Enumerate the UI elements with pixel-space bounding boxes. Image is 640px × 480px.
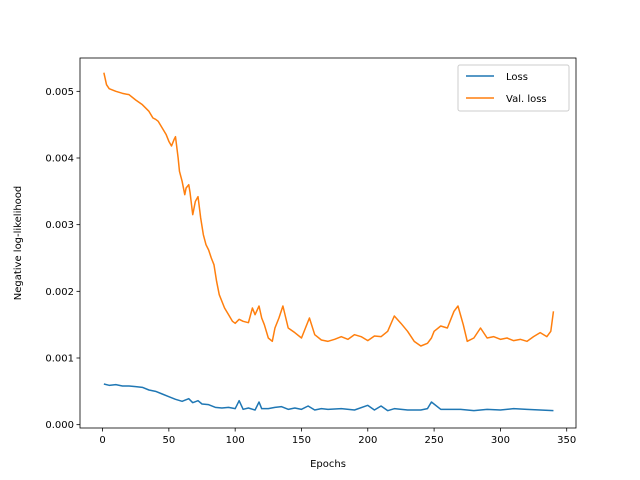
x-axis-ticks: 0 50 100 150 200 250 300 350 [99, 428, 576, 446]
x-tick-label: 150 [292, 435, 311, 446]
x-tick-label: 0 [99, 435, 105, 446]
x-tick-label: 350 [557, 435, 576, 446]
y-tick-label: 0.000 [45, 420, 74, 431]
y-tick-label: 0.004 [45, 154, 74, 165]
legend: Loss Val. loss [457, 64, 570, 112]
series-line-loss [103, 383, 554, 412]
y-axis-ticks: 0.000 0.001 0.002 0.003 0.004 0.005 [45, 87, 80, 431]
x-tick-label: 200 [358, 435, 377, 446]
plot-area [80, 58, 576, 428]
plot-frame [79, 57, 577, 429]
y-tick-label: 0.003 [45, 220, 74, 231]
legend-label-loss: Loss [506, 72, 528, 83]
legend-label-val-loss: Val. loss [506, 94, 547, 105]
y-tick-label: 0.002 [45, 287, 74, 298]
x-tick-label: 300 [491, 435, 510, 446]
y-tick-label: 0.001 [45, 354, 74, 365]
x-tick-label: 100 [226, 435, 245, 446]
x-tick-label: 250 [425, 435, 444, 446]
y-tick-label: 0.005 [45, 87, 74, 98]
series-line-val-loss [103, 72, 555, 347]
x-tick-label: 50 [162, 435, 175, 446]
x-axis-label: Epochs [310, 459, 346, 470]
series-layer [103, 72, 555, 412]
y-axis-label: Negative log-likelihood [13, 186, 24, 301]
